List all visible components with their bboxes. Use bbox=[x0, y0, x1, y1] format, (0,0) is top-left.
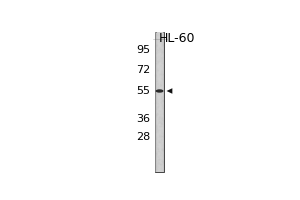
Bar bbox=[163, 32, 164, 172]
Bar bbox=[155, 32, 164, 172]
Bar bbox=[158, 32, 159, 172]
Text: 55: 55 bbox=[136, 86, 150, 96]
Text: HL-60: HL-60 bbox=[159, 32, 195, 45]
Bar bbox=[160, 32, 161, 172]
Bar bbox=[157, 32, 163, 172]
Text: 72: 72 bbox=[136, 65, 150, 75]
Bar bbox=[157, 32, 158, 172]
Bar bbox=[159, 32, 160, 172]
Bar bbox=[156, 32, 157, 172]
Bar bbox=[161, 32, 162, 172]
Bar bbox=[162, 32, 163, 172]
Polygon shape bbox=[167, 88, 172, 94]
Text: 95: 95 bbox=[136, 45, 150, 55]
Text: 28: 28 bbox=[136, 132, 150, 142]
Ellipse shape bbox=[156, 89, 164, 93]
Bar bbox=[155, 32, 156, 172]
Text: 36: 36 bbox=[136, 114, 150, 124]
